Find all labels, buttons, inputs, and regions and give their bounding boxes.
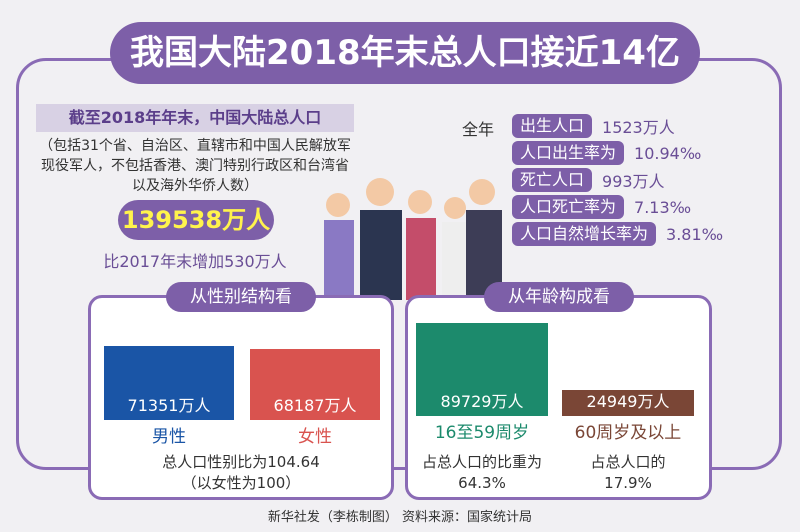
note-line: 总人口性别比为104.64 <box>162 453 320 471</box>
stat-row: 人口出生率为 10.94‰ <box>512 141 701 165</box>
bar: 89729万人 <box>416 322 548 416</box>
footer: 新华社发（李栋制图） 资料来源：国家统计局 <box>267 510 533 525</box>
intro-note: （包括31个省、自治区、直辖市和中国人民解放军现役军人，不包括香港、澳门特别行政… <box>39 138 351 194</box>
stat-row: 死亡人口 993万人 <box>512 168 665 192</box>
bar: 24949万人 <box>562 390 694 416</box>
stat-row: 人口自然增长率为 3.81‰ <box>512 222 723 246</box>
bar-name: 60周岁及以上 <box>574 423 682 443</box>
stat-label: 人口出生率为 <box>512 141 625 165</box>
bar: 71351万人 <box>104 345 234 420</box>
bar-name: 女性 <box>298 427 332 447</box>
bar-label: 24949万人 <box>586 391 670 411</box>
total: 139538万人 <box>118 200 274 240</box>
stat-value: 10.94‰ <box>634 143 702 163</box>
stat-row: 人口死亡率为 7.13‰ <box>512 195 691 219</box>
bar-label: 89729万人 <box>440 391 524 411</box>
stat-value: 7.13‰ <box>634 197 692 217</box>
stat-label: 死亡人口 <box>512 168 593 192</box>
gender-heading: 从性别结构看 <box>166 282 316 312</box>
stats-label: 全年 <box>462 120 495 139</box>
people-illustration <box>324 178 502 300</box>
stat-label: 人口自然增长率为 <box>512 222 657 246</box>
age-heading: 从年龄构成看 <box>484 282 634 312</box>
bar-label: 71351万人 <box>127 395 211 415</box>
share: 占总人口的比重为64.3% <box>421 453 542 492</box>
bar-label: 68187万人 <box>273 395 357 415</box>
intro-heading: 截至2018年年末，中国大陆总人口 <box>36 104 354 132</box>
bar: 68187万人 <box>250 349 380 420</box>
stat-label: 出生人口 <box>512 114 593 138</box>
increase: 比2017年末增加530万人 <box>103 252 287 271</box>
stat-value: 3.81‰ <box>666 224 724 244</box>
stat-value: 1523万人 <box>602 118 675 137</box>
bar-name: 男性 <box>152 427 186 447</box>
note-line: （以女性为100） <box>181 474 301 492</box>
stat-row: 出生人口 1523万人 <box>512 114 675 138</box>
gender-note: 总人口性别比为104.64 （以女性为100） <box>88 452 394 494</box>
stat-label: 人口死亡率为 <box>512 195 625 219</box>
bar-name: 16至59周岁 <box>434 423 530 443</box>
share: 占总人口的17.9% <box>590 453 666 492</box>
stat-value: 993万人 <box>602 172 665 191</box>
title: 我国大陆2018年末总人口接近14亿 <box>110 22 700 84</box>
